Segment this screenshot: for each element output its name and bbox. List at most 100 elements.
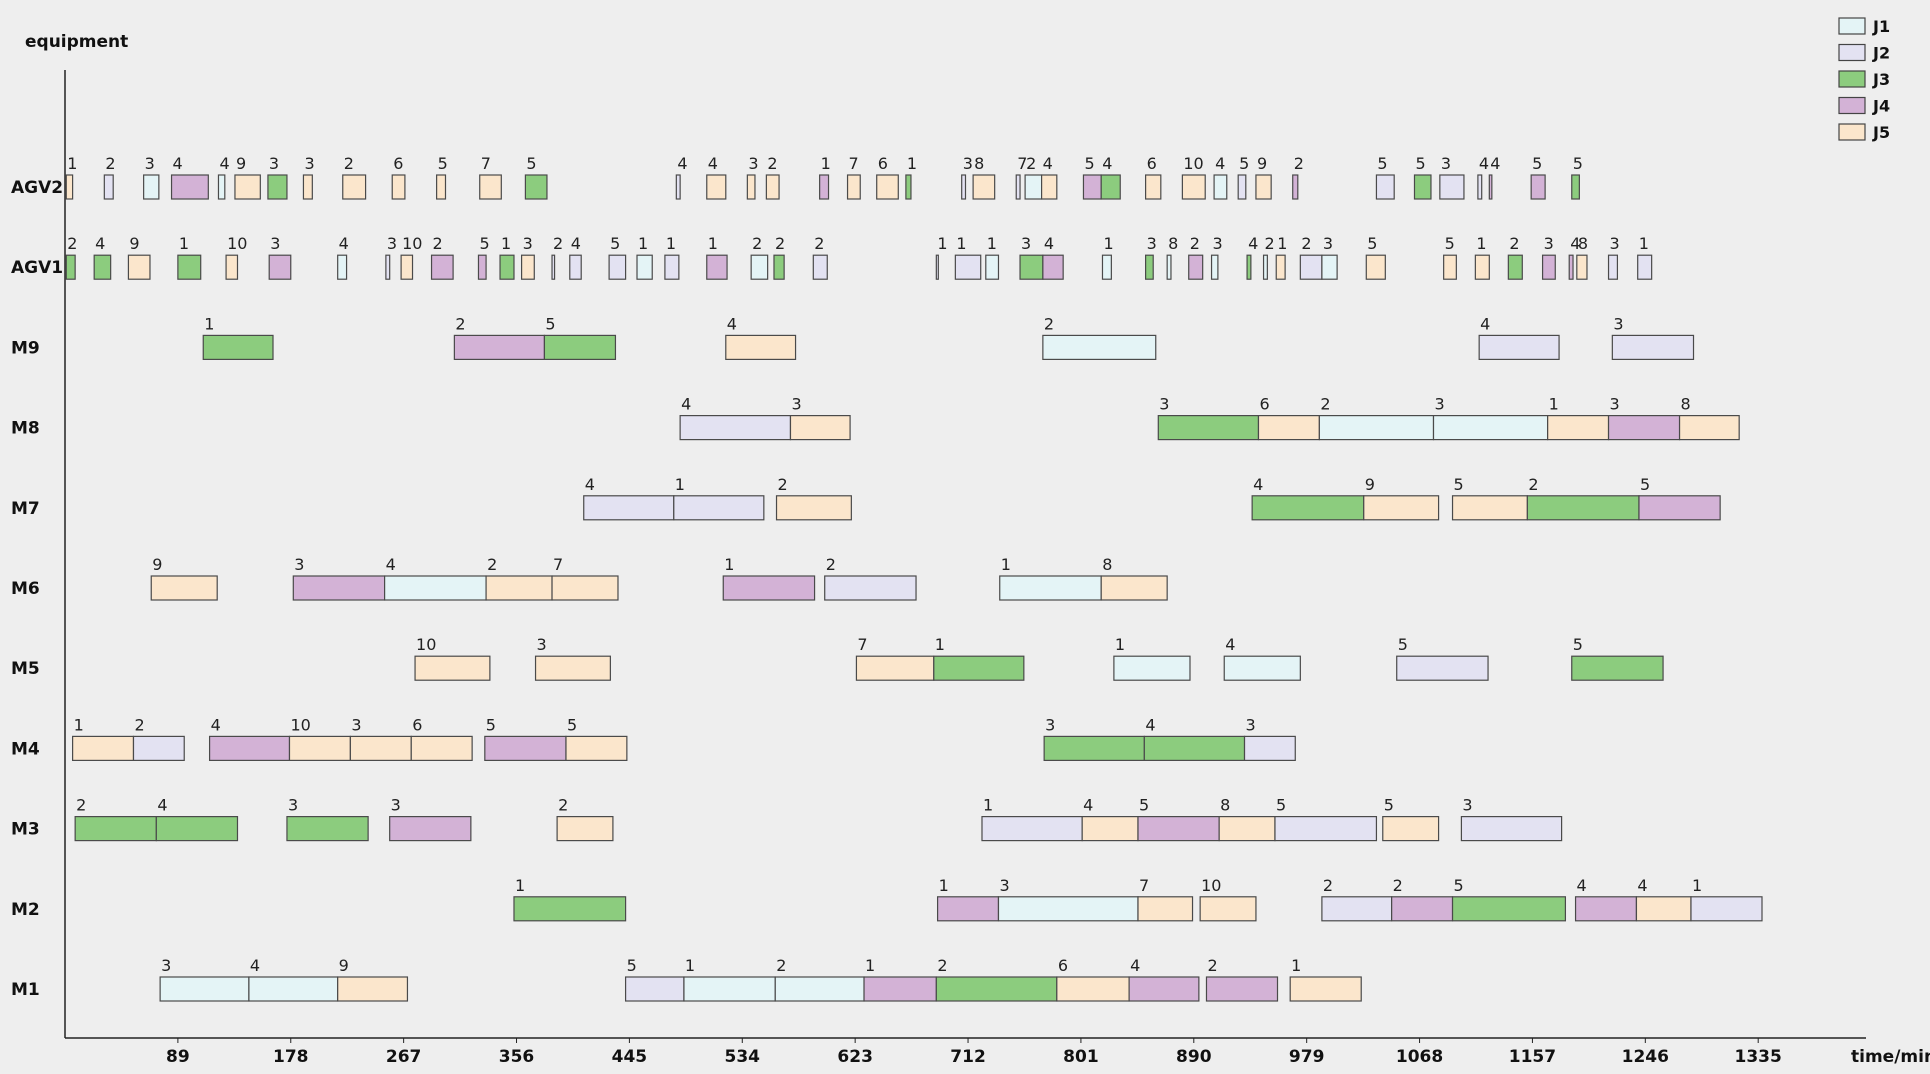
task-bar-m2-j5: [1199, 896, 1257, 922]
task-bar-m9-j3: [543, 334, 617, 360]
task-bar-m4-j3: [1043, 735, 1145, 762]
x-tick-label: 1335: [1735, 1047, 1782, 1067]
x-tick-label: 801: [1063, 1047, 1099, 1067]
legend-swatch-j4: [1838, 96, 1866, 115]
row-label-m8: M8: [11, 419, 40, 439]
task-op-label: 2: [826, 555, 836, 574]
task-bar-m3-j2: [1460, 815, 1563, 842]
task-op-label: 3: [1021, 234, 1031, 253]
task-op-label: 2: [553, 234, 563, 253]
task-op-label: 4: [339, 234, 349, 253]
task-bar-agv1-j1: [985, 254, 1000, 280]
row-label-m2: M2: [11, 900, 40, 920]
row-label-agv1: AGV1: [11, 258, 63, 278]
task-op-label: 2: [776, 956, 786, 975]
task-bar-agv2-j5: [391, 174, 406, 200]
task-op-label: 4: [1253, 475, 1263, 494]
task-op-label: 6: [1147, 154, 1157, 173]
task-op-label: 1: [685, 956, 695, 975]
task-op-label: 1: [675, 475, 685, 494]
task-bar-agv1-j4: [1042, 254, 1064, 280]
task-bar-m5-j5: [855, 655, 935, 681]
task-op-label: 10: [290, 715, 310, 734]
task-op-label: 9: [152, 555, 162, 574]
task-bar-m4-j4: [484, 735, 567, 762]
task-op-label: 5: [1084, 154, 1094, 173]
task-op-label: 7: [1017, 154, 1027, 173]
task-bar-m9-j4: [453, 334, 546, 360]
task-op-label: 4: [173, 154, 183, 173]
task-op-label: 7: [481, 154, 491, 173]
task-bar-m4-j3: [1143, 735, 1246, 762]
task-bar-agv1-j5: [127, 254, 151, 280]
task-op-label: 1: [987, 234, 997, 253]
task-bar-m2-j5: [1635, 896, 1692, 922]
task-bar-m3-j2: [981, 815, 1083, 842]
task-bar-m3-j5: [1382, 815, 1440, 842]
task-bar-m1-j1: [248, 976, 339, 1002]
task-op-label: 4: [1248, 234, 1258, 253]
task-op-label: 3: [1462, 796, 1472, 815]
task-op-label: 5: [610, 234, 620, 253]
task-op-label: 3: [1610, 395, 1620, 414]
task-bar-agv2-j3: [1413, 174, 1432, 200]
task-op-label: 1: [865, 956, 875, 975]
task-bar-agv2-j2: [1015, 174, 1021, 200]
task-bar-m2-j5: [1137, 896, 1194, 922]
task-bar-agv2-j5: [876, 174, 899, 200]
task-bar-agv1-j5: [520, 254, 535, 280]
y-axis-title: equipment: [25, 32, 128, 52]
task-op-label: 3: [1610, 234, 1620, 253]
task-op-label: 10: [1183, 154, 1203, 173]
task-op-label: 3: [1246, 715, 1256, 734]
task-bar-m5-j1: [1223, 655, 1301, 681]
task-op-label: 1: [1001, 555, 1011, 574]
task-op-label: 4: [157, 796, 167, 815]
task-op-label: 1: [515, 876, 525, 895]
legend-swatch-j3: [1838, 70, 1866, 88]
task-bar-m7-j3: [1526, 495, 1640, 521]
task-op-label: 4: [1043, 154, 1053, 173]
task-bar-agv1-j5: [225, 254, 239, 280]
task-op-label: 1: [907, 154, 917, 173]
task-bar-agv1-j5: [1275, 254, 1286, 280]
task-bar-agv2-j4: [1292, 174, 1299, 200]
task-op-label: 3: [1159, 395, 1169, 414]
task-bar-m4-j5: [565, 735, 628, 762]
task-bar-agv1-j3: [499, 254, 515, 280]
task-bar-agv2-j5: [302, 174, 313, 200]
task-bar-m1-j5: [337, 976, 409, 1002]
x-ticks: 89 178 267 356 445 534 623 712 801 890 979 1068 1157…: [166, 1038, 1782, 1067]
task-bar-agv1-j5: [1365, 254, 1386, 280]
task-bar-agv2-j2: [675, 174, 681, 200]
task-bar-agv1-j4: [706, 254, 728, 280]
task-bar-m3-j3: [74, 815, 157, 842]
task-op-label: 8: [1168, 234, 1178, 253]
x-tick-label: 89: [166, 1047, 190, 1067]
task-op-label: 4: [571, 234, 581, 253]
task-bar-m2-j3: [1451, 896, 1567, 922]
task-bar-agv1-j2: [935, 254, 939, 280]
task-op-label: 2: [775, 234, 785, 253]
legend-swatch-j5: [1838, 123, 1866, 141]
task-bar-m1-j1: [683, 976, 776, 1002]
task-op-label: 1: [708, 234, 718, 253]
task-op-label: 4: [1490, 154, 1500, 173]
task-op-label: 4: [211, 715, 221, 734]
task-op-label: 4: [1577, 876, 1587, 895]
task-op-label: 3: [270, 234, 280, 253]
row-label-m9: M9: [11, 338, 40, 358]
task-bar-agv2-j5: [436, 174, 447, 200]
task-op-label: 3: [1441, 154, 1451, 173]
task-bar-agv2-j2: [1477, 174, 1483, 200]
task-bar-m5-j2: [1396, 655, 1489, 681]
task-bar-agv2-j2: [1237, 174, 1247, 200]
task-op-label: 2: [778, 475, 788, 494]
task-bar-agv1-j2: [551, 254, 556, 280]
task-op-label: 3: [288, 796, 298, 815]
task-bar-agv1-j2: [954, 254, 982, 280]
legend-label-j3: J3: [1872, 70, 1890, 89]
task-op-label: 3: [1045, 715, 1055, 734]
task-bar-agv1-j3: [1246, 254, 1252, 280]
task-bar-m6-j5: [485, 575, 553, 601]
